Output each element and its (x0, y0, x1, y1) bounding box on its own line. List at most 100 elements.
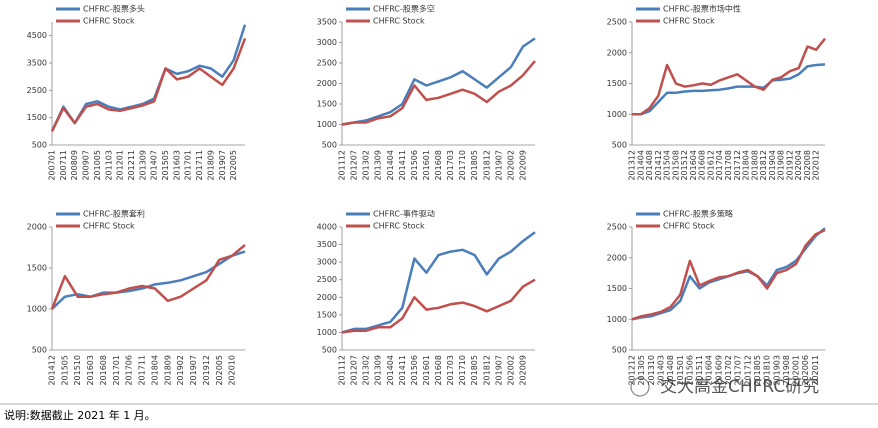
x-tick-label: 201804 (742, 150, 751, 181)
series-line (50, 37, 247, 132)
x-tick-label: 201309 (374, 150, 383, 181)
y-tick-label: 1500 (317, 100, 337, 109)
x-tick-label: 201601 (422, 355, 431, 386)
x-tick-label: 201712 (743, 355, 752, 386)
x-tick-label: 201310 (647, 355, 656, 386)
x-tick-label: 201711 (138, 355, 147, 386)
x-tick-label: 201501 (676, 355, 685, 386)
x-tick-label: 200907 (82, 150, 91, 181)
x-tick-label: 201805 (470, 355, 479, 386)
x-tick-label: 201302 (362, 150, 371, 181)
series-line (631, 227, 826, 321)
y-tick-label: 2000 (27, 223, 47, 232)
y-tick-label: 2000 (607, 48, 627, 57)
x-tick-label: 201907 (494, 355, 503, 386)
series-line (341, 60, 536, 126)
x-tick-label: 202009 (518, 355, 527, 386)
y-tick-label: 2000 (317, 79, 337, 88)
x-tick-label: 201812 (482, 150, 491, 181)
x-tick-label: 201505 (161, 150, 170, 181)
x-tick-label: 201505 (60, 355, 69, 386)
x-tick-label: 201412 (654, 150, 663, 181)
x-tick-label: 201703 (446, 150, 455, 181)
x-tick-label: 201506 (410, 355, 419, 386)
x-tick-label: 201612 (706, 150, 715, 181)
y-tick-label: 500 (612, 141, 627, 150)
x-tick-label: 200701 (48, 150, 57, 181)
series-line (341, 37, 536, 126)
x-tick-label: 201604 (689, 150, 698, 181)
y-tick-label: 4000 (317, 223, 337, 232)
x-tick-label: 201904 (768, 150, 777, 181)
x-tick-label: 202002 (506, 150, 515, 181)
x-tick-label: 201804 (150, 355, 159, 386)
x-tick-label: 201902 (176, 355, 185, 386)
x-tick-label: 202006 (801, 355, 810, 386)
x-tick-label: 201508 (671, 150, 680, 181)
x-tick-label: 201812 (482, 355, 491, 386)
x-tick-label: 201608 (434, 355, 443, 386)
legend-label: CHFRC-股票市场中性 (663, 4, 741, 14)
x-tick-label: 201907 (189, 355, 198, 386)
y-tick-label: 2500 (607, 223, 627, 232)
x-tick-label: 201403 (656, 355, 665, 386)
y-tick-label: 1500 (27, 113, 47, 122)
y-tick-label: 1000 (317, 328, 337, 337)
x-tick-label: 201411 (398, 355, 407, 386)
x-tick-label: 201404 (386, 355, 395, 386)
watermark-icon (630, 377, 650, 397)
y-tick-label: 500 (322, 346, 337, 355)
y-tick-label: 3000 (317, 38, 337, 47)
x-tick-label: 201907 (494, 150, 503, 181)
legend-label: CHFRC-股票多空 (373, 4, 435, 14)
x-tick-label: 201710 (458, 150, 467, 181)
x-tick-label: 201907 (218, 150, 227, 181)
y-tick-label: 1500 (317, 310, 337, 319)
x-tick-label: 201912 (202, 355, 211, 386)
y-tick-label: 3500 (317, 240, 337, 249)
y-tick-label: 500 (612, 346, 627, 355)
x-tick-label: 202005 (229, 150, 238, 181)
y-tick-label: 1500 (27, 264, 47, 273)
y-tick-label: 2500 (317, 275, 337, 284)
x-tick-label: 201211 (127, 150, 136, 181)
y-tick-label: 1000 (607, 110, 627, 119)
series-line (50, 24, 247, 132)
x-tick-label: 201404 (636, 150, 645, 181)
y-tick-label: 2000 (607, 253, 627, 262)
x-tick-label: 201408 (666, 355, 675, 386)
x-tick-label: 201504 (663, 150, 672, 181)
x-tick-label: 201702 (724, 355, 733, 386)
x-tick-label: 201511 (695, 355, 704, 386)
x-tick-label: 201506 (685, 355, 694, 386)
y-tick-label: 1500 (607, 284, 627, 293)
y-tick-label: 500 (32, 141, 47, 150)
x-tick-label: 201510 (73, 355, 82, 386)
x-tick-label: 201302 (362, 355, 371, 386)
series-line (341, 231, 536, 334)
x-tick-label: 201603 (172, 150, 181, 181)
x-tick-label: 201412 (48, 355, 57, 386)
series-line (632, 63, 826, 116)
x-tick-label: 201604 (705, 355, 714, 386)
x-tick-label: 201808 (750, 150, 759, 181)
y-tick-label: 3500 (27, 59, 47, 68)
x-tick-label: 201201 (116, 150, 125, 181)
x-tick-label: 201908 (777, 150, 786, 181)
x-tick-label: 202010 (228, 355, 237, 386)
x-tick-label: 201701 (112, 355, 121, 386)
x-tick-label: 201603 (86, 355, 95, 386)
series-line (50, 244, 246, 310)
x-tick-label: 201708 (724, 150, 733, 181)
x-tick-label: 201112 (338, 150, 347, 181)
x-tick-label: 201701 (184, 150, 193, 181)
x-tick-label: 201207 (350, 355, 359, 386)
x-tick-label: 202004 (794, 150, 803, 181)
x-tick-label: 201207 (350, 150, 359, 181)
y-tick-label: 1000 (27, 305, 47, 314)
x-tick-label: 201408 (645, 150, 654, 181)
x-tick-label: 201305 (637, 355, 646, 386)
x-tick-label: 201710 (458, 355, 467, 386)
